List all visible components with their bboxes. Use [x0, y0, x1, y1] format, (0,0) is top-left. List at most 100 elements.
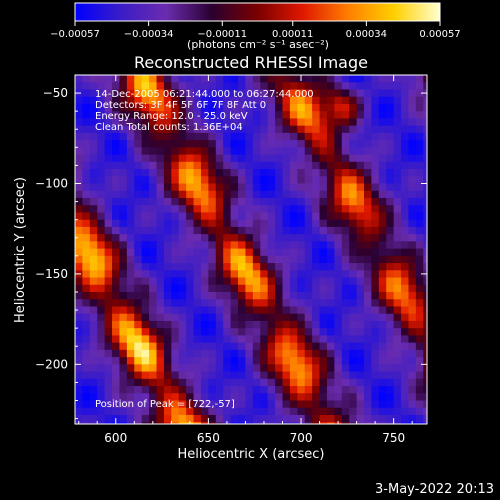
heatmap-cell [304, 320, 313, 329]
heatmap-cell [89, 270, 98, 279]
heatmap-cell [230, 190, 239, 199]
heatmap-cell [200, 241, 209, 250]
heatmap-cell [356, 255, 365, 264]
heatmap-cell [252, 118, 261, 127]
heatmap-cell [215, 299, 224, 308]
heatmap-cell [364, 400, 373, 409]
heatmap-cell [208, 386, 217, 394]
heatmap-cell [193, 277, 202, 286]
heatmap-cell [423, 190, 427, 199]
heatmap-cell [238, 75, 247, 83]
heatmap-cell [156, 371, 165, 380]
heatmap-cell [393, 82, 402, 91]
heatmap-cell [104, 371, 113, 380]
heatmap-cell [112, 364, 121, 373]
heatmap-cell [252, 234, 261, 242]
heatmap-cell [260, 270, 269, 279]
heatmap-cell [238, 313, 247, 322]
heatmap-cell [200, 96, 209, 105]
heatmap-cell [112, 154, 121, 163]
heatmap-cell [267, 241, 276, 250]
heatmap-cell [82, 284, 91, 293]
heatmap-cell [112, 234, 121, 242]
heatmap-cell [371, 197, 380, 206]
heatmap-cell [238, 219, 247, 228]
heatmap-cell [386, 393, 395, 402]
heatmap-cell [149, 226, 158, 235]
heatmap-cell [334, 313, 343, 322]
heatmap-cell [282, 96, 291, 105]
heatmap-cell [200, 342, 209, 351]
heatmap-cell [401, 313, 410, 322]
heatmap-cell [371, 226, 380, 235]
heatmap-cell [260, 89, 269, 98]
heatmap-cell [89, 248, 98, 257]
heatmap-cell [193, 248, 202, 257]
heatmap-cell [97, 306, 106, 315]
heatmap-cell [112, 248, 121, 257]
heatmap-cell [238, 190, 247, 199]
heatmap-cell [223, 103, 232, 112]
heatmap-cell [119, 226, 128, 235]
heatmap-cell [260, 147, 269, 156]
heatmap-cell [349, 111, 358, 119]
heatmap-cell [408, 342, 417, 351]
heatmap-cell [401, 349, 410, 358]
heatmap-cell [371, 205, 380, 214]
heatmap-cell [82, 306, 91, 315]
heatmap-cell [208, 118, 217, 127]
heatmap-cell [319, 248, 328, 257]
heatmap-cell [319, 255, 328, 264]
heatmap-cell [408, 299, 417, 308]
heatmap-cell [297, 291, 306, 300]
heatmap-cell [260, 205, 269, 214]
heatmap-cell [423, 147, 427, 156]
heatmap-cell [245, 248, 254, 257]
heatmap-cell [326, 364, 335, 373]
heatmap-cell [378, 407, 387, 416]
heatmap-cell [89, 205, 98, 214]
heatmap-cell [371, 118, 380, 127]
heatmap-cell [223, 234, 232, 242]
heatmap-cell [393, 241, 402, 250]
heatmap-cell [163, 291, 172, 300]
heatmap-cell [104, 328, 113, 336]
heatmap-cell [364, 414, 373, 423]
heatmap-cell [89, 241, 98, 250]
heatmap-cell [89, 103, 98, 112]
heatmap-cell [186, 154, 195, 163]
heatmap-cell [297, 111, 306, 119]
heatmap-cell [126, 161, 135, 170]
heatmap-cell [289, 111, 298, 119]
heatmap-cell [267, 103, 276, 112]
heatmap-cell [238, 212, 247, 221]
heatmap-cell [89, 342, 98, 351]
heatmap-cell [319, 226, 328, 235]
heatmap-cell [260, 291, 269, 300]
heatmap-cell [223, 371, 232, 380]
heatmap-cell [356, 320, 365, 329]
heatmap-cell [267, 205, 276, 214]
heatmap-cell [393, 183, 402, 192]
heatmap-cell [156, 169, 165, 177]
heatmap-cell [230, 147, 239, 156]
heatmap-cell [141, 328, 150, 336]
heatmap-cell [401, 299, 410, 308]
heatmap-cell [423, 393, 427, 402]
heatmap-cell [223, 75, 232, 83]
heatmap-cell [119, 277, 128, 286]
heatmap-cell [312, 169, 321, 177]
heatmap-cell [312, 386, 321, 394]
heatmap-cell [186, 349, 195, 358]
heatmap-cell [378, 328, 387, 336]
heatmap-cell [119, 263, 128, 271]
heatmap-cell [364, 386, 373, 394]
heatmap-cell [238, 364, 247, 373]
heatmap-cell [386, 154, 395, 163]
heatmap-cell [319, 371, 328, 380]
heatmap-cell [186, 96, 195, 105]
heatmap-cell [341, 284, 350, 293]
heatmap-cell [89, 320, 98, 329]
heatmap-cell [156, 147, 165, 156]
heatmap-cell [408, 284, 417, 293]
